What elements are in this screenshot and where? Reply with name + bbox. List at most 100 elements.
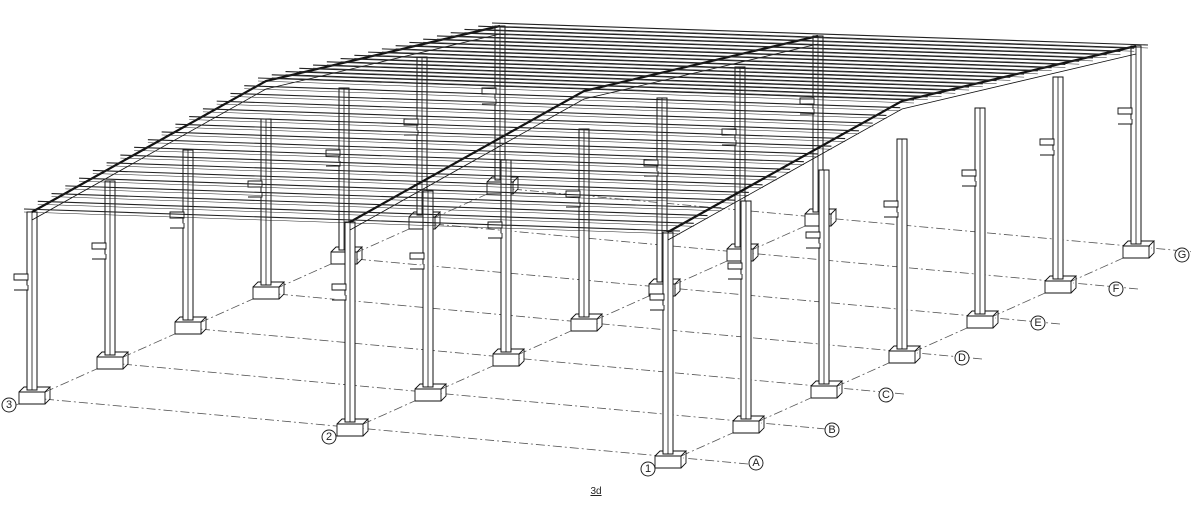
crane-bracket — [169, 211, 185, 229]
grid-bubble-d-label: D — [958, 352, 966, 364]
footing-block — [810, 380, 844, 399]
crane-bracket — [1039, 138, 1055, 156]
grid-bubble-e-label: E — [1034, 317, 1041, 329]
roof-purlin-lip — [354, 58, 1011, 81]
roof-purlin — [23, 208, 681, 232]
grid-bubble-c: C — [878, 387, 894, 403]
crane-bracket — [649, 293, 665, 311]
grid-bubble-d: D — [954, 350, 970, 366]
grid-bubble-f: F — [1108, 281, 1124, 297]
roof-purlin — [491, 22, 1149, 46]
roof-purlin-lip — [464, 32, 1121, 55]
grid-bubble-f-circle — [1108, 281, 1124, 297]
grid-bubble-e-circle — [1030, 315, 1046, 331]
footing-block — [96, 351, 130, 370]
roof-purlin-lip — [381, 51, 1038, 75]
roof-purlin-lip — [106, 165, 763, 189]
grid-bubble-e: E — [1030, 315, 1046, 331]
grid-bubble-1-circle — [640, 461, 656, 477]
grid-bubble-g: G — [1174, 247, 1190, 263]
roof-purlin-lip — [409, 45, 1066, 68]
roof-purlin — [175, 123, 832, 147]
roof-purlin-lip — [450, 35, 1107, 58]
roof-purlin-lip — [395, 48, 1052, 71]
crane-bracket — [565, 190, 581, 208]
view-caption: 3d — [590, 486, 601, 497]
roof-purlin-lip — [92, 173, 749, 196]
roof-purlin-lip — [202, 111, 859, 135]
rafter-bottom-flange — [667, 53, 1137, 241]
crane-bracket — [13, 273, 29, 291]
grid-line-row — [255, 291, 983, 360]
roof-purlin — [395, 45, 1052, 69]
roof-purlin-lip — [65, 188, 722, 212]
grid-bubble-2-circle — [321, 429, 337, 445]
roof-purlin — [436, 35, 1093, 59]
roof-purlin — [326, 61, 983, 85]
roof-purlin-lip — [340, 61, 997, 84]
roof-purlin-lip — [257, 80, 915, 104]
roof-purlin — [299, 67, 956, 91]
grid-bubble-3: 3 — [1, 397, 17, 413]
roof-purlin — [423, 38, 1080, 62]
roof-purlin-lip — [423, 41, 1080, 65]
crane-bracket — [727, 262, 743, 280]
rafter-bottom-flange — [349, 43, 819, 231]
grid-bubble-2: 2 — [321, 429, 337, 445]
roof-purlin — [161, 131, 818, 155]
crane-bracket — [799, 97, 815, 115]
roof-purlin-lip — [271, 77, 928, 101]
footing-block — [570, 313, 604, 332]
grid-bubble-c-circle — [878, 387, 894, 403]
roof-purlin — [92, 169, 749, 194]
roof-purlin-lip — [79, 180, 736, 204]
columns — [13, 25, 1142, 455]
roof-purlin-lip — [23, 211, 681, 235]
crane-bracket — [805, 231, 821, 249]
roof-purlin-lip — [478, 28, 1135, 52]
roof-purlin — [147, 139, 804, 163]
grid-line-row — [21, 396, 749, 465]
crane-bracket — [91, 242, 107, 260]
roof-purlin-lip — [491, 25, 1149, 49]
roof-purlin-lip — [134, 150, 791, 173]
roof-purlin-lip — [189, 119, 846, 142]
roof-purlin-lip — [175, 126, 832, 150]
grid-bubble-c-label: C — [882, 389, 890, 401]
crane-bracket — [961, 169, 977, 187]
grid-bubble-a-circle — [748, 455, 764, 471]
roof-purlin — [478, 25, 1135, 49]
roof-purlin — [340, 58, 997, 82]
grid-bubble-b-circle — [824, 422, 840, 438]
roof-purlin — [409, 41, 1066, 65]
grid-line-row — [333, 256, 1061, 325]
roof-purlin — [79, 177, 736, 201]
grid-bubble-3-label: 3 — [6, 399, 12, 411]
footing-block — [492, 348, 526, 367]
grid-bubble-a: A — [748, 455, 764, 471]
roof-purlin — [244, 85, 901, 109]
footing-block — [1044, 275, 1078, 294]
roof-purlin — [368, 51, 1025, 75]
purlins — [23, 22, 1149, 235]
roof-purlin-lip — [313, 67, 970, 91]
roof-purlin — [51, 193, 708, 217]
footing-block — [654, 450, 688, 469]
grid-line-row — [489, 186, 1191, 253]
grid-bubble-f-label: F — [1113, 283, 1120, 295]
roof-purlin — [230, 92, 887, 116]
roof-purlin — [285, 70, 942, 95]
grid-bubble-b: B — [824, 422, 840, 438]
roof-purlin-lip — [37, 204, 694, 227]
grid-bubble-a-label: A — [752, 457, 760, 469]
roof-purlin-lip — [244, 88, 901, 111]
roof-purlin — [202, 108, 859, 132]
crane-bracket — [883, 200, 899, 218]
grid-bubble-g-circle — [1174, 247, 1190, 263]
grid-bubble-3-circle — [1, 397, 17, 413]
roof-purlin — [313, 64, 970, 88]
crane-bracket — [247, 180, 263, 198]
grid-bubble-g-label: G — [1178, 249, 1187, 261]
roof-purlin — [257, 77, 915, 101]
